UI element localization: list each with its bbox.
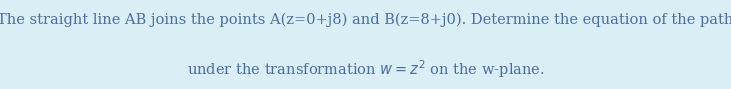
Text: The straight line AB joins the points A(z=0+j8) and B(z=8+j0). Determine the equ: The straight line AB joins the points A(… (0, 12, 731, 27)
Text: under the transformation $w = z^2$ on the w-plane.: under the transformation $w = z^2$ on th… (186, 59, 545, 80)
